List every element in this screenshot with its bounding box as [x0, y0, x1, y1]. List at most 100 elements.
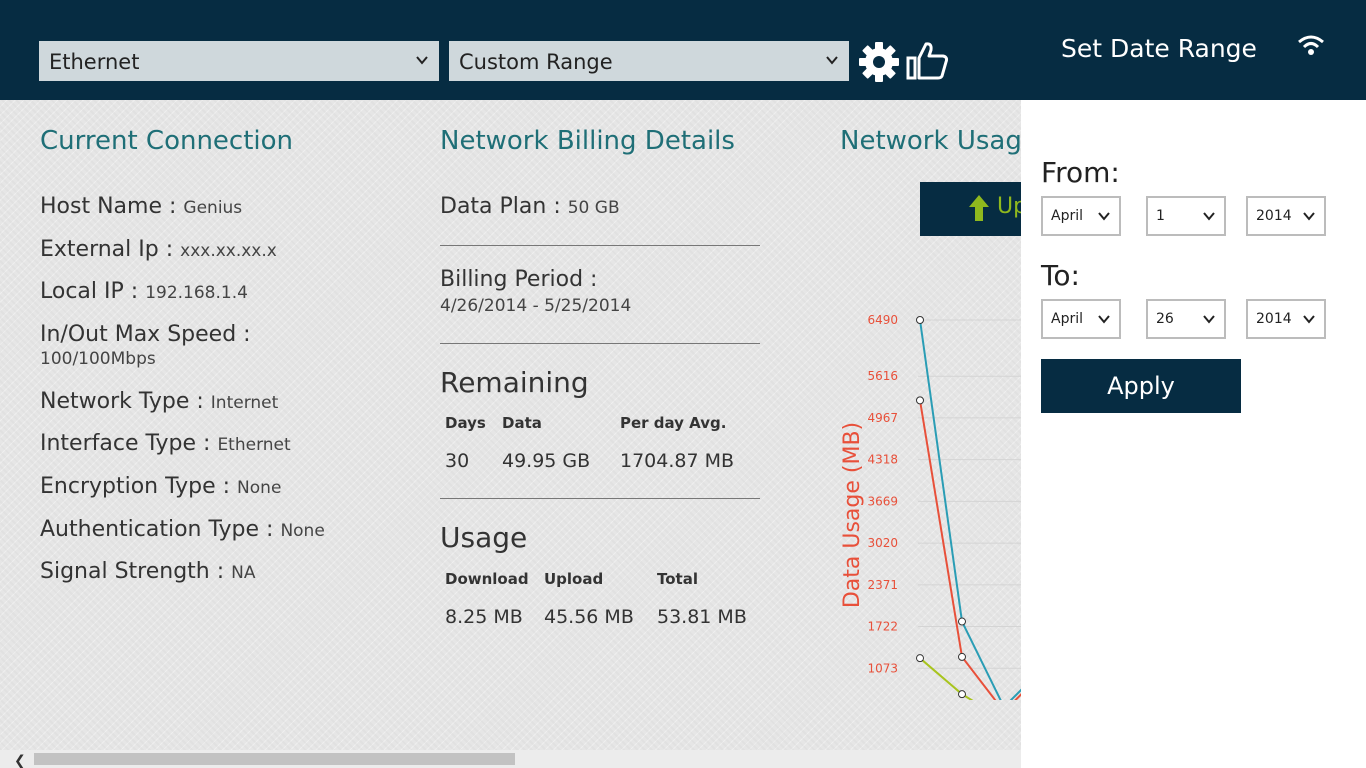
range-select[interactable]: Custom Range	[449, 41, 849, 81]
info-row-external-ip: External Ip : xxx.xx.xx.x	[40, 237, 277, 262]
billing-title: Network Billing Details	[440, 126, 735, 156]
to-year-select[interactable]: 2014	[1246, 299, 1326, 339]
info-label: Network Type :	[40, 389, 204, 414]
chart-data-point	[916, 654, 924, 663]
from-year-value: 2014	[1256, 208, 1292, 224]
usage-title: Usage	[440, 521, 528, 554]
chevron-down-icon	[1303, 315, 1315, 324]
divider	[440, 498, 760, 499]
info-value: NA	[231, 563, 256, 583]
chart-y-tick-label: 3020	[867, 536, 898, 550]
billing-period-value: 4/26/2014 - 5/25/2014	[440, 296, 632, 316]
usage-upload-header: Upload	[544, 570, 604, 588]
remaining-title: Remaining	[440, 366, 589, 399]
upload-button[interactable]: Upload	[920, 182, 1021, 236]
to-month-value: April	[1051, 311, 1083, 327]
info-row-max-speed: In/Out Max Speed : 100/100Mbps	[40, 322, 251, 369]
info-value: None	[237, 478, 282, 498]
info-label: Interface Type :	[40, 431, 211, 456]
to-label: To:	[1041, 259, 1080, 292]
usage-total-value: 53.81 MB	[657, 606, 747, 628]
network-select-value: Ethernet	[49, 50, 140, 74]
main-panel: Current Connection Host Name : Genius Ex…	[0, 100, 1021, 750]
info-row-signal-strength: Signal Strength : NA	[40, 559, 256, 584]
remaining-avg-value: 1704.87 MB	[620, 450, 735, 472]
chart-y-tick-label: 1722	[867, 620, 898, 634]
usage-total-header: Total	[657, 570, 698, 588]
info-row-interface-type: Interface Type : Ethernet	[40, 431, 291, 456]
usage-upload-value: 45.56 MB	[544, 606, 634, 628]
chart-y-tick-label: 4318	[867, 453, 898, 467]
scrollbar-thumb[interactable]	[34, 753, 515, 765]
chevron-down-icon	[1203, 315, 1215, 324]
divider	[440, 343, 760, 344]
chart-series-line	[919, 400, 1021, 700]
info-row-authentication-type: Authentication Type : None	[40, 517, 325, 542]
data-plan-label: Data Plan :	[440, 194, 561, 219]
chart-data-point	[916, 316, 924, 324]
from-year-select[interactable]: 2014	[1246, 196, 1326, 236]
upload-button-label: Upload	[997, 194, 1021, 219]
arrow-up-icon	[969, 195, 989, 221]
chart-data-point	[916, 396, 924, 405]
chevron-down-icon	[1098, 315, 1110, 324]
flyout-title: Set Date Range	[1061, 34, 1257, 63]
apply-button[interactable]: Apply	[1041, 359, 1241, 413]
thumbs-up-icon[interactable]	[906, 40, 950, 84]
from-month-select[interactable]: April	[1041, 196, 1121, 236]
network-usage-title: Network Usage	[840, 126, 1021, 156]
chart-data-point	[958, 690, 966, 699]
from-day-select[interactable]: 1	[1146, 196, 1226, 236]
info-row-network-type: Network Type : Internet	[40, 389, 278, 414]
chart-y-axis-label: Data Usage (MB)	[840, 422, 865, 608]
info-value: 100/100Mbps	[40, 349, 156, 369]
info-label: Authentication Type :	[40, 517, 274, 542]
remaining-data-header: Data	[502, 414, 542, 432]
info-row-local-ip: Local IP : 192.168.1.4	[40, 279, 248, 304]
remaining-days-header: Days	[445, 414, 486, 432]
usage-chart: 424107317222371302036694318496756166490 …	[840, 313, 1021, 700]
to-day-select[interactable]: 26	[1146, 299, 1226, 339]
info-value: 192.168.1.4	[145, 283, 248, 303]
remaining-avg-header: Per day Avg.	[620, 414, 727, 432]
remaining-days-value: 30	[445, 450, 470, 472]
info-value: None	[280, 521, 325, 541]
chart-y-tick-label: 5616	[867, 369, 898, 383]
info-label: Signal Strength :	[40, 559, 225, 584]
chevron-down-icon	[1203, 212, 1215, 221]
current-connection-title: Current Connection	[40, 126, 294, 156]
info-value: Internet	[210, 393, 279, 413]
info-label: Encryption Type :	[40, 474, 231, 499]
scroll-left-icon[interactable]: ❮	[14, 753, 26, 768]
chevron-down-icon	[1303, 212, 1315, 221]
to-month-select[interactable]: April	[1041, 299, 1121, 339]
chart-series-line	[919, 319, 1021, 700]
chart-y-tick-label: 1073	[867, 661, 898, 675]
billing-period-label: Billing Period :	[440, 267, 598, 292]
gear-icon[interactable]	[857, 40, 901, 84]
info-value: Genius	[183, 198, 243, 218]
info-label: In/Out Max Speed :	[40, 322, 251, 347]
data-plan: Data Plan : 50 GB	[440, 194, 620, 219]
chart-y-tick-label: 6490	[867, 313, 898, 327]
range-select-value: Custom Range	[459, 50, 613, 74]
date-range-flyout: From: April 1 2014 To: April 26 2014 App…	[1021, 100, 1366, 768]
chart-data-point	[958, 617, 966, 626]
chart-y-tick-label: 2371	[867, 578, 898, 592]
data-plan-value: 50 GB	[567, 198, 620, 218]
chart-y-tick-label: 3669	[867, 494, 898, 508]
info-label: Local IP :	[40, 279, 139, 304]
to-day-value: 26	[1156, 311, 1174, 327]
chart-data-point	[958, 652, 966, 661]
wifi-icon	[1298, 35, 1324, 55]
usage-download-value: 8.25 MB	[445, 606, 523, 628]
usage-download-header: Download	[445, 570, 529, 588]
horizontal-scrollbar[interactable]: ❮	[0, 750, 1021, 768]
chart-y-tick-label: 4967	[867, 411, 898, 425]
chart-series-line	[919, 657, 974, 700]
info-row-encryption-type: Encryption Type : None	[40, 474, 281, 499]
from-day-value: 1	[1156, 208, 1165, 224]
network-select[interactable]: Ethernet	[39, 41, 439, 81]
from-month-value: April	[1051, 208, 1083, 224]
to-year-value: 2014	[1256, 311, 1292, 327]
